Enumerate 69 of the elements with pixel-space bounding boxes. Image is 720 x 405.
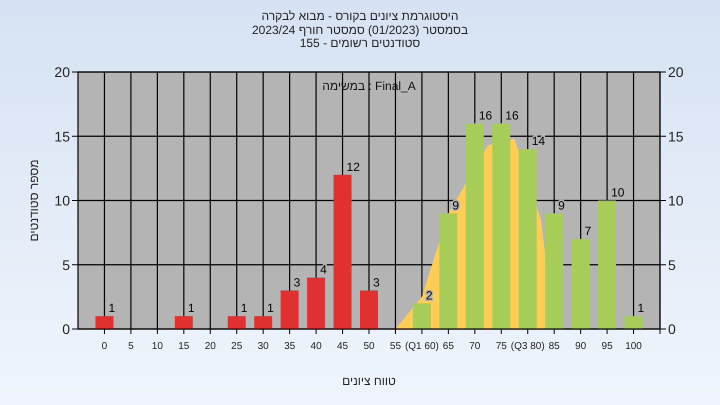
x-tick-label: (Q3 80) [510, 341, 545, 352]
data-label: 1 [240, 301, 248, 316]
data-label: 3 [294, 275, 301, 290]
data-label: 7 [584, 224, 592, 238]
bar [360, 290, 378, 329]
data-label: 16 [478, 108, 492, 122]
bar [254, 316, 272, 329]
data-label: 9 [452, 198, 460, 212]
x-tick-label: 100 [625, 341, 642, 352]
y2-tick-label: 20 [668, 64, 684, 80]
data-label: 14 [532, 134, 546, 148]
x-tick-label: 35 [284, 341, 296, 352]
y-tick-label: 20 [54, 64, 70, 80]
chart-title: היסטוגרמת ציונים בקורס - מבוא לבקרה [261, 9, 459, 23]
x-tick-label: 15 [178, 341, 190, 352]
bar [334, 174, 352, 329]
x-tick-label: 70 [469, 341, 481, 352]
bar [598, 200, 616, 329]
x-tick-label: 50 [363, 341, 375, 352]
bar [412, 303, 431, 329]
chart-subtitle: בסמסטר (01/2023) סמסטר חורף 2023/24 סטודנטים רשומים - 155 [252, 23, 468, 50]
y2-tick-label: 5 [668, 256, 676, 273]
bar [518, 149, 537, 329]
x-tick-label: 40 [310, 341, 322, 352]
bar [572, 239, 590, 329]
x-tick-label: 0 [102, 341, 108, 352]
bar [307, 278, 326, 329]
x-tick-label: 90 [575, 341, 587, 352]
bar [174, 316, 193, 329]
bar [439, 213, 458, 329]
x-tick-label: 45 [336, 341, 349, 352]
x-tick-label: 10 [152, 341, 164, 352]
y-axis-title: מספר סטודנטים [27, 159, 41, 242]
x-tick-label: 5 [128, 341, 134, 352]
y-tick-label: 10 [54, 192, 70, 208]
data-label: 1 [267, 301, 274, 316]
bar [492, 123, 510, 329]
bar [95, 316, 114, 329]
x-axis-title: טווח ציונים [342, 374, 396, 388]
y2-tick-label: 15 [668, 128, 684, 144]
y2-tick-label: 0 [668, 321, 676, 337]
x-tick-label: 20 [204, 341, 216, 352]
data-label: 10 [611, 186, 625, 200]
data-label: 1 [638, 301, 645, 316]
data-label: 16 [505, 108, 519, 122]
x-tick-label: 65 [442, 341, 454, 352]
y-tick-label: 0 [62, 321, 70, 337]
bar [280, 290, 299, 329]
data-label: 12 [346, 160, 360, 174]
bar [466, 123, 484, 329]
data-label: 2 [426, 288, 433, 302]
data-label: 1 [108, 301, 116, 316]
y2-tick-label: 10 [668, 192, 684, 208]
bar [545, 213, 564, 329]
x-tick-label: 75 [496, 341, 508, 352]
data-label: 1 [188, 301, 195, 316]
x-tick-label: 95 [602, 341, 614, 352]
bar [624, 316, 643, 329]
data-label: 9 [558, 198, 566, 212]
x-tick-label: 30 [258, 341, 270, 352]
data-label: 4 [320, 262, 328, 277]
x-tick-label: 25 [231, 341, 243, 352]
bar [228, 316, 246, 329]
data-label: 3 [373, 275, 380, 290]
y-tick-label: 5 [62, 256, 70, 273]
x-tick-label: 55 [390, 341, 402, 352]
x-tick-label: (Q1 60) [404, 341, 439, 352]
y-tick-label: 15 [54, 128, 70, 144]
x-tick-label: 85 [548, 341, 560, 352]
